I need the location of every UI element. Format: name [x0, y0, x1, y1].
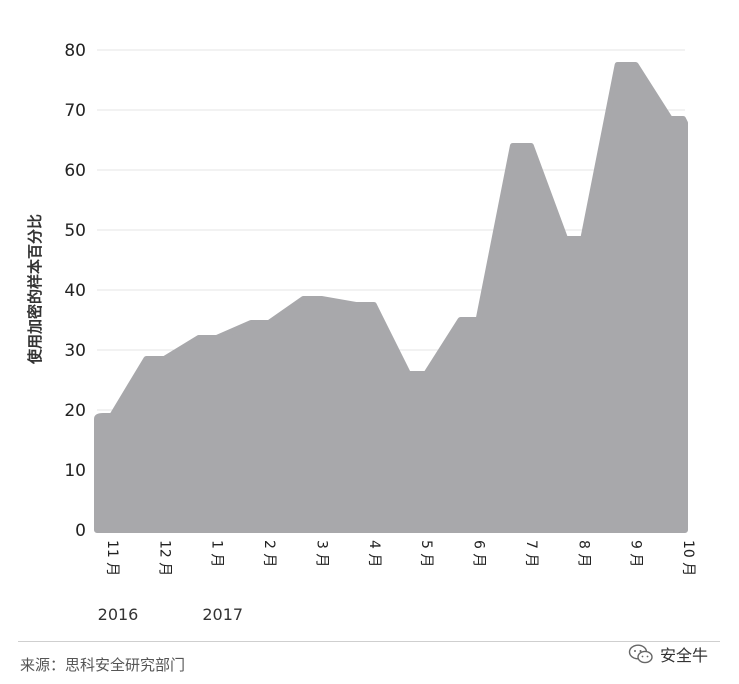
- x-tick-label: 8 月: [575, 540, 591, 567]
- x-tick-label: 4 月: [366, 540, 382, 567]
- x-tick-label: 6 月: [471, 540, 487, 567]
- y-tick-label: 70: [64, 101, 86, 121]
- x-axis-ticks: 11 月 12 月 1 月 2 月 3 月 4 月 5 月 6 月 7 月 8 月 9 月 10 月: [104, 540, 696, 576]
- y-axis-ticks: 0 10 20 30 40 50 60 70 80: [64, 41, 86, 541]
- y-tick-label: 40: [64, 281, 86, 301]
- y-axis-label: 使用加密的样本百分比: [26, 214, 44, 365]
- area-series: [94, 62, 688, 533]
- x-tick-label: 2 月: [261, 540, 277, 567]
- year-labels: 2016 2017: [98, 605, 243, 624]
- x-tick-label: 9 月: [628, 540, 644, 567]
- x-tick-label: 11 月: [104, 540, 120, 576]
- y-tick-label: 0: [75, 521, 86, 541]
- source-note: 来源：思科安全研究部门: [20, 656, 186, 674]
- year-label: 2016: [98, 605, 139, 624]
- footer-divider: [18, 641, 720, 642]
- watermark-text: 安全牛: [660, 646, 709, 665]
- y-tick-label: 10: [64, 461, 86, 481]
- x-tick-label: 3 月: [313, 540, 329, 567]
- y-tick-label: 50: [64, 221, 86, 241]
- x-tick-label: 1 月: [209, 540, 225, 567]
- x-tick-label: 5 月: [418, 540, 434, 567]
- y-tick-label: 80: [64, 41, 86, 61]
- y-tick-label: 20: [64, 401, 86, 421]
- watermark: 安全牛: [628, 642, 708, 666]
- wechat-icon: [628, 644, 653, 664]
- y-tick-label: 30: [64, 341, 86, 361]
- x-tick-label: 7 月: [523, 540, 539, 567]
- x-tick-label: 12 月: [156, 540, 172, 576]
- year-label: 2017: [202, 605, 243, 624]
- y-tick-label: 60: [64, 161, 86, 181]
- area-chart: 0 10 20 30 40 50 60 70 80 11 月 12 月 1 月 2 月 3 月 4 月 5 …: [26, 41, 696, 624]
- x-tick-label: 10 月: [680, 540, 696, 576]
